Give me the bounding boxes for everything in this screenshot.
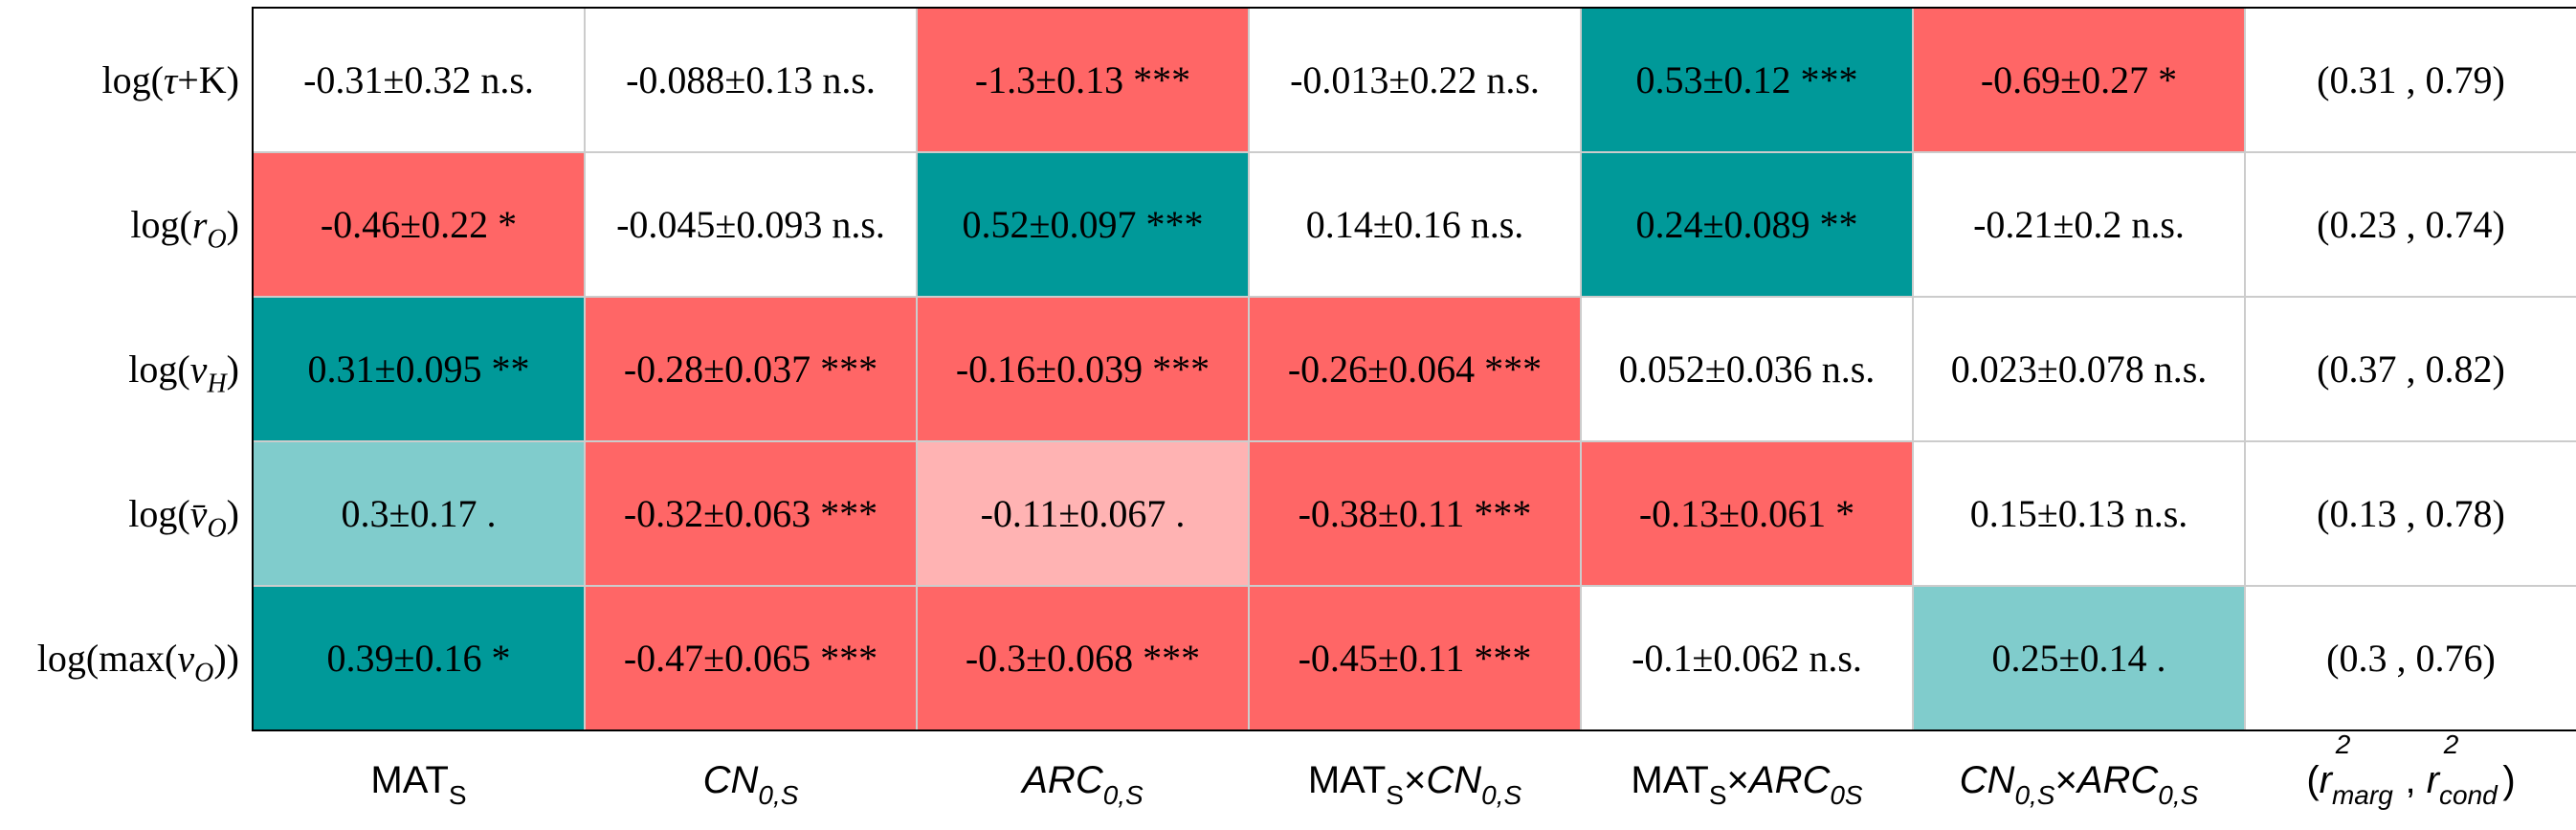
cell-0-6 <box>2245 8 2576 152</box>
cell-1-4 <box>1581 152 1913 297</box>
cell-label-1-1: -0.045±0.093 n.s. <box>616 203 885 246</box>
cell-label-3-0: 0.3±0.17 . <box>342 492 497 535</box>
cell-4-3 <box>1249 586 1581 730</box>
cell-label-3-2: -0.11±0.067 . <box>981 492 1186 535</box>
row-labels: log(τ+K) log(rO) log(vH) log(v̄O) log(max(vO… <box>37 58 239 688</box>
column-label-2: ARC0,S <box>1020 759 1144 810</box>
cell-label-4-1: -0.47±0.065 *** <box>624 637 877 680</box>
cell-label-0-6: (0.31 , 0.79) <box>2317 58 2505 101</box>
row-label-3: log(v̄O) <box>128 492 239 544</box>
cell-0-2 <box>917 8 1249 152</box>
cell-0-4 <box>1581 8 1913 152</box>
column-label-1: CN0,S <box>703 759 799 810</box>
cell-label-4-0: 0.39±0.16 * <box>327 637 511 680</box>
cell-0-5 <box>1913 8 2245 152</box>
cell-label-4-3: -0.45±0.11 *** <box>1299 637 1532 680</box>
cell-label-1-0: -0.46±0.22 * <box>321 203 517 246</box>
column-labels: MATS CN0,S ARC0,S MATS×CN0,S MATS×ARC0S CN0,S… <box>370 729 2515 811</box>
column-label-6: (rmarg2 , rcond2) <box>2306 729 2515 811</box>
cell-2-3 <box>1249 297 1581 441</box>
cell-3-5 <box>1913 441 2245 586</box>
cell-label-4-2: -0.3±0.068 *** <box>966 637 1200 680</box>
cell-label-1-5: -0.21±0.2 n.s. <box>1973 203 2185 246</box>
cell-label-1-4: 0.24±0.089 ** <box>1636 203 1858 246</box>
cell-label-3-6: (0.13 , 0.78) <box>2317 492 2505 535</box>
cell-3-0 <box>253 441 585 586</box>
cell-3-6 <box>2245 441 2576 586</box>
grid-layer <box>253 8 2576 730</box>
cell-label-2-6: (0.37 , 0.82) <box>2317 348 2505 391</box>
cell-1-3 <box>1249 152 1581 297</box>
cell-label-1-3: 0.14±0.16 n.s. <box>1306 203 1524 246</box>
cell-1-0 <box>253 152 585 297</box>
cell-2-2 <box>917 297 1249 441</box>
cell-label-0-1: -0.088±0.13 n.s. <box>626 58 876 101</box>
cell-label-0-3: -0.013±0.22 n.s. <box>1290 58 1540 101</box>
table-frame <box>252 7 2576 731</box>
cell-label-2-0: 0.31±0.095 ** <box>308 348 530 391</box>
column-label-0: MATS <box>370 759 466 810</box>
row-label-0: log(τ+K) <box>101 58 239 101</box>
cell-4-1 <box>585 586 917 730</box>
cell-4-0 <box>253 586 585 730</box>
cell-3-3 <box>1249 441 1581 586</box>
column-label-4: MATS×ARC0S <box>1631 759 1863 810</box>
cell-label-0-4: 0.53±0.12 *** <box>1636 58 1858 101</box>
row-label-4: log(max(vO)) <box>37 637 239 688</box>
cell-1-6 <box>2245 152 2576 297</box>
cell-label-2-2: -0.16±0.039 *** <box>956 348 1210 391</box>
cell-label-3-4: -0.13±0.061 * <box>1639 492 1854 535</box>
cell-2-5 <box>1913 297 2245 441</box>
cell-label-1-6: (0.23 , 0.74) <box>2317 203 2505 246</box>
cell-3-4 <box>1581 441 1913 586</box>
cell-1-1 <box>585 152 917 297</box>
row-label-2: log(vH) <box>128 348 239 399</box>
cell-4-4 <box>1581 586 1913 730</box>
cell-4-5 <box>1913 586 2245 730</box>
cell-label-0-5: -0.69±0.27 * <box>1981 58 2177 101</box>
cell-label-0-0: -0.31±0.32 n.s. <box>303 58 534 101</box>
cell-4-6 <box>2245 586 2576 730</box>
cell-0-1 <box>585 8 917 152</box>
cell-4-2 <box>917 586 1249 730</box>
cell-label-4-4: -0.1±0.062 n.s. <box>1632 637 1862 680</box>
cell-0-0 <box>253 8 585 152</box>
cell-label-1-2: 0.52±0.097 *** <box>963 203 1204 246</box>
cell-3-2 <box>917 441 1249 586</box>
cell-label-4-5: 0.25±0.14 . <box>1992 637 2166 680</box>
cell-1-2 <box>917 152 1249 297</box>
cell-3-1 <box>585 441 917 586</box>
cell-2-6 <box>2245 297 2576 441</box>
cell-2-1 <box>585 297 917 441</box>
cell-label-0-2: -1.3±0.13 *** <box>975 58 1190 101</box>
cell-2-4 <box>1581 297 1913 441</box>
row-label-1: log(rO) <box>130 203 239 255</box>
cell-label-2-4: 0.052±0.036 n.s. <box>1619 348 1876 391</box>
cell-label-2-5: 0.023±0.078 n.s. <box>1951 348 2208 391</box>
column-label-5: CN0,S×ARC0,S <box>1960 759 2199 810</box>
cell-label-3-1: -0.32±0.063 *** <box>624 492 877 535</box>
cell-1-5 <box>1913 152 2245 297</box>
cells-layer <box>253 8 2576 730</box>
cell-label-3-5: 0.15±0.13 n.s. <box>1970 492 2188 535</box>
column-label-3: MATS×CN0,S <box>1308 759 1522 810</box>
cell-text-layer: -0.31±0.32 n.s. -0.088±0.13 n.s. -1.3±0.13… <box>303 58 2505 680</box>
cell-0-3 <box>1249 8 1581 152</box>
cell-label-4-6: (0.3 , 0.76) <box>2326 637 2496 680</box>
cell-label-2-3: -0.26±0.064 *** <box>1288 348 1542 391</box>
cell-label-3-3: -0.38±0.11 *** <box>1299 492 1532 535</box>
cell-2-0 <box>253 297 585 441</box>
cell-label-2-1: -0.28±0.037 *** <box>624 348 877 391</box>
